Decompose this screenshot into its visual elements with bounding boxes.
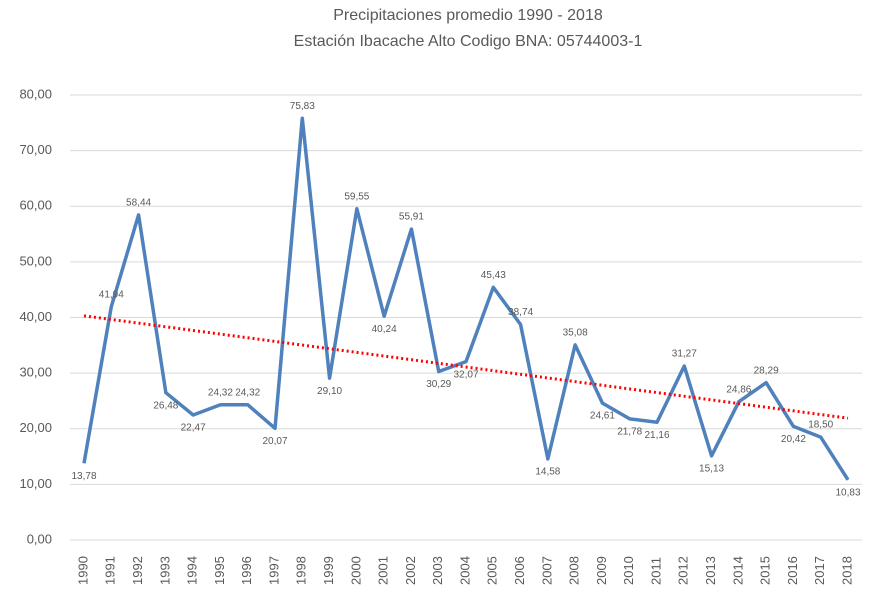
data-label: 38,74 — [508, 307, 533, 318]
data-label: 14,58 — [535, 467, 560, 478]
data-label: 58,44 — [126, 198, 151, 209]
data-label: 10,83 — [835, 487, 860, 498]
x-tick-label: 1995 — [212, 556, 227, 585]
y-tick-label: 40,00 — [19, 309, 52, 324]
data-label: 75,83 — [290, 101, 315, 112]
data-label: 41,94 — [99, 289, 124, 300]
x-tick-label: 2013 — [703, 556, 718, 585]
data-label: 24,32 — [208, 387, 233, 398]
x-tick-label: 2011 — [648, 557, 663, 585]
x-tick-label: 1999 — [321, 556, 336, 585]
x-tick-label: 2003 — [430, 556, 445, 585]
x-tick-label: 2001 — [376, 556, 391, 585]
y-tick-label: 30,00 — [19, 365, 52, 380]
y-tick-label: 50,00 — [19, 253, 52, 268]
data-label: 32,07 — [453, 369, 478, 380]
data-label: 13,78 — [71, 471, 96, 482]
data-label: 28,29 — [754, 365, 779, 376]
data-label: 21,16 — [644, 430, 669, 441]
x-tick-label: 1997 — [266, 556, 281, 585]
x-tick-label: 2005 — [485, 556, 500, 585]
x-tick-label: 2018 — [839, 556, 854, 585]
x-tick-label: 2016 — [785, 556, 800, 585]
x-tick-label: 1994 — [185, 556, 200, 585]
y-tick-label: 60,00 — [19, 198, 52, 213]
chart-subtitle: Estación Ibacache Alto Codigo BNA: 05744… — [294, 33, 643, 50]
y-tick-label: 80,00 — [19, 86, 52, 101]
x-tick-label: 1993 — [157, 556, 172, 585]
x-tick-label: 2002 — [403, 556, 418, 585]
data-label: 20,07 — [262, 436, 287, 447]
y-tick-label: 20,00 — [19, 420, 52, 435]
x-tick-label: 1998 — [294, 556, 309, 585]
x-tick-label: 2015 — [758, 556, 773, 585]
data-label: 30,29 — [426, 379, 451, 390]
y-tick-label: 0,00 — [27, 531, 52, 546]
data-label: 21,78 — [617, 426, 642, 437]
x-tick-label: 1990 — [75, 556, 90, 585]
data-label: 31,27 — [672, 349, 697, 360]
data-label: 24,32 — [235, 387, 260, 398]
chart-title: Precipitaciones promedio 1990 - 2018 — [333, 7, 603, 24]
x-tick-label: 2014 — [730, 556, 745, 585]
x-tick-label: 2017 — [812, 556, 827, 585]
x-tick-label: 1991 — [103, 556, 118, 585]
x-tick-label: 1992 — [130, 556, 145, 585]
trend-line — [83, 314, 849, 420]
data-label: 24,86 — [726, 384, 751, 395]
x-tick-label: 2010 — [621, 556, 636, 585]
x-tick-label: 2009 — [594, 556, 609, 585]
data-label: 35,08 — [563, 328, 588, 339]
data-label: 40,24 — [372, 324, 397, 335]
x-tick-label: 2000 — [348, 556, 363, 585]
x-tick-label: 2004 — [457, 556, 472, 585]
data-label: 26,48 — [153, 400, 178, 411]
data-label: 59,55 — [344, 191, 369, 202]
data-label: 45,43 — [481, 270, 506, 281]
x-tick-label: 2012 — [676, 556, 691, 585]
x-tick-label: 2008 — [567, 556, 582, 585]
data-label: 20,42 — [781, 434, 806, 445]
data-label: 15,13 — [699, 463, 724, 474]
y-tick-label: 70,00 — [19, 142, 52, 157]
data-label: 29,10 — [317, 386, 342, 397]
x-tick-label: 2006 — [512, 556, 527, 585]
data-label: 55,91 — [399, 212, 424, 223]
x-tick-label: 2007 — [539, 556, 554, 585]
data-label: 22,47 — [181, 423, 206, 434]
y-tick-label: 10,00 — [19, 476, 52, 491]
data-label: 18,50 — [808, 420, 833, 431]
data-label: 24,61 — [590, 411, 615, 422]
x-tick-label: 1996 — [239, 556, 254, 585]
data-line — [82, 116, 850, 481]
